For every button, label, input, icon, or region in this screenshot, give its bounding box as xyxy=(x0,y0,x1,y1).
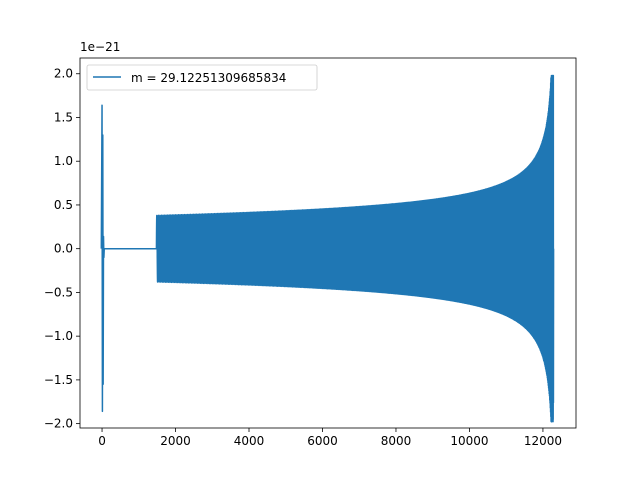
y-tick-label: 2.0 xyxy=(54,67,73,81)
y-axis-offset-label: 1e−21 xyxy=(80,40,120,54)
y-tick-label: −2.0 xyxy=(44,417,73,431)
y-tick-label: 1.0 xyxy=(54,154,73,168)
y-tick-label: 0.0 xyxy=(54,242,73,256)
x-tick-label: 0 xyxy=(98,434,106,448)
series-line xyxy=(100,74,555,423)
x-tick-label: 6000 xyxy=(307,434,338,448)
y-tick-label: −0.5 xyxy=(44,285,73,299)
y-tick-label: 0.5 xyxy=(54,198,73,212)
axes-frame xyxy=(79,57,577,429)
legend-entry-label: m = 29.12251309685834 xyxy=(131,71,286,85)
x-tick-label: 10000 xyxy=(450,434,488,448)
x-tick-label: 4000 xyxy=(234,434,265,448)
y-tick-label: −1.0 xyxy=(44,329,73,343)
x-tick-label: 2000 xyxy=(160,434,191,448)
y-tick-label: 1.5 xyxy=(54,110,73,124)
x-tick-label: 8000 xyxy=(381,434,412,448)
y-axis: −2.0 −1.5 −1.0 −0.5 0.0 0.5 1.0 1.5 2.0 xyxy=(44,67,80,431)
y-tick-label: −1.5 xyxy=(44,373,73,387)
legend: m = 29.12251309685834 xyxy=(86,64,318,91)
x-axis: 0 2000 4000 6000 8000 10000 12000 xyxy=(98,428,562,448)
plot-area xyxy=(100,74,555,423)
x-tick-label: 12000 xyxy=(524,434,562,448)
legend-box xyxy=(86,64,318,91)
